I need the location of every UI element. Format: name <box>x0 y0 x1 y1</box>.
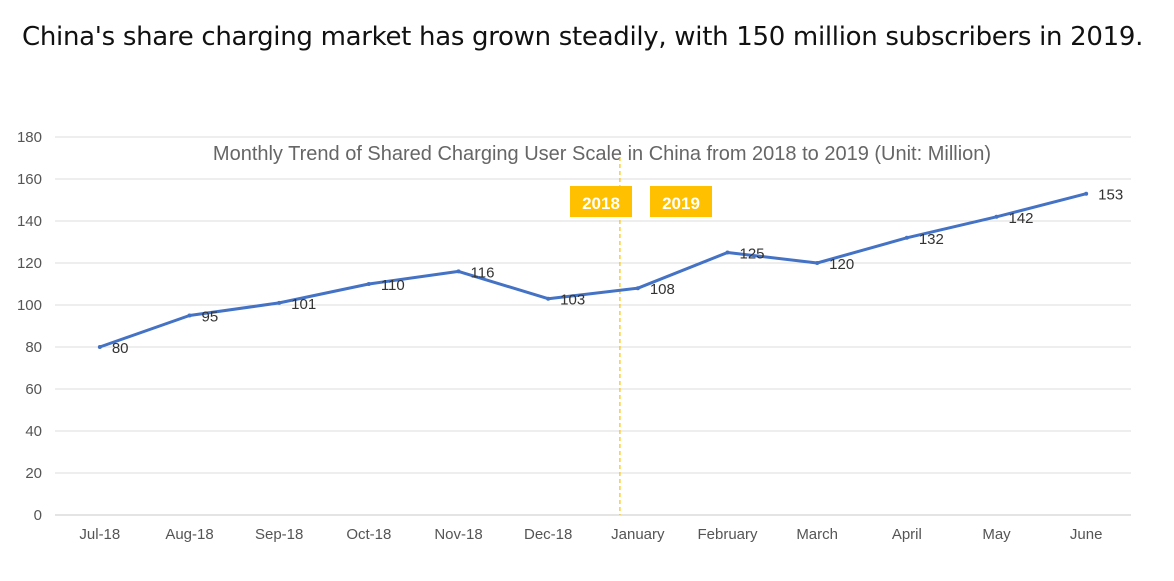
year-label-left: 2018 <box>582 194 620 213</box>
data-label: 95 <box>202 309 219 326</box>
data-point <box>366 282 371 286</box>
data-label: 142 <box>1009 210 1034 227</box>
data-label: 153 <box>1098 187 1123 204</box>
year-box-left <box>570 186 632 217</box>
data-point <box>635 286 640 291</box>
x-tick-label: March <box>796 526 838 543</box>
gridlines <box>55 136 1131 516</box>
data-point <box>1084 191 1089 196</box>
y-tick-label: 140 <box>17 213 42 230</box>
data-label: 103 <box>560 292 585 309</box>
y-tick-label: 80 <box>25 339 42 356</box>
y-tick-label: 180 <box>17 129 42 146</box>
data-point <box>815 261 820 265</box>
y-tick-label: 0 <box>34 507 42 524</box>
x-tick-label: Jul-18 <box>79 526 120 543</box>
year-box-right <box>650 186 712 217</box>
y-axis-ticks: 0 20 40 60 80 100 120 140 160 180 <box>17 129 42 524</box>
x-tick-label: Oct-18 <box>346 526 391 543</box>
x-tick-label: Dec-18 <box>524 526 572 543</box>
data-label: 110 <box>381 277 405 294</box>
data-point <box>187 313 192 318</box>
data-label: 132 <box>919 231 944 248</box>
data-point <box>725 250 730 255</box>
x-tick-label: Aug-18 <box>165 526 213 543</box>
x-tick-label: February <box>697 526 758 543</box>
y-tick-label: 40 <box>25 423 42 440</box>
x-tick-label: May <box>982 526 1011 543</box>
data-point <box>277 300 282 305</box>
series-line <box>99 192 1087 349</box>
year-label-2018: 2018 <box>570 186 632 217</box>
data-point <box>904 235 909 240</box>
year-label-2019: 2019 <box>650 186 712 217</box>
x-tick-label: April <box>892 526 922 543</box>
x-tick-label: June <box>1070 526 1103 543</box>
headline: China's share charging market has grown … <box>22 22 1144 52</box>
year-label-right: 2019 <box>662 194 700 213</box>
y-tick-label: 60 <box>25 381 42 398</box>
data-point <box>546 296 551 301</box>
data-point <box>97 345 102 349</box>
y-tick-label: 100 <box>17 297 42 314</box>
data-label: 101 <box>291 296 316 313</box>
y-tick-label: 160 <box>17 171 42 188</box>
data-label: 125 <box>740 246 765 263</box>
data-label: 108 <box>650 281 675 298</box>
data-label: 120 <box>829 256 854 273</box>
x-axis-ticks: Jul-18 Aug-18 Sep-18 Oct-18 Nov-18 Dec-18 Janu… <box>79 526 1102 543</box>
data-label: 116 <box>471 264 495 281</box>
x-tick-label: Nov-18 <box>434 526 482 543</box>
data-labels: 80 95 101 110 116 103 108 125 120 132 142 153 <box>97 187 1123 357</box>
x-tick-label: Sep-18 <box>255 526 303 543</box>
y-tick-label: 20 <box>25 465 42 482</box>
chart-title: Monthly Trend of Shared Charging User Sc… <box>213 143 991 165</box>
x-tick-label: January <box>611 526 665 543</box>
data-label: 80 <box>112 340 129 357</box>
data-point <box>994 214 999 219</box>
y-tick-label: 120 <box>17 255 42 272</box>
data-point <box>456 269 461 274</box>
